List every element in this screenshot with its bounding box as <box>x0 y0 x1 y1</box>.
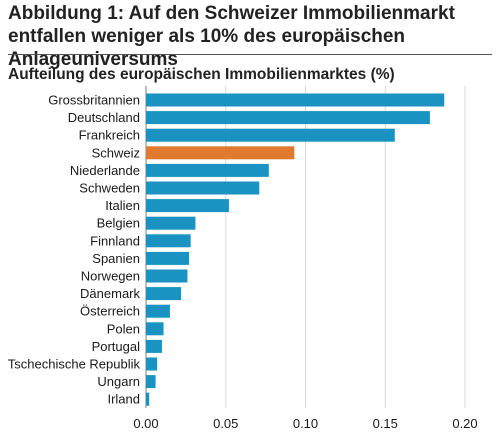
category-label: Österreich <box>80 304 140 319</box>
bar <box>146 216 196 230</box>
bar <box>146 339 162 353</box>
x-tick-label: 0.15 <box>373 416 398 431</box>
bar <box>146 287 182 301</box>
bar <box>146 199 229 213</box>
category-label: Deutschland <box>68 110 140 125</box>
category-label: Italien <box>105 198 140 213</box>
bar <box>146 269 188 283</box>
bar <box>146 304 170 318</box>
category-label: Belgien <box>97 216 140 231</box>
x-tick-label: 0.05 <box>213 416 238 431</box>
category-label: Ungarn <box>97 374 140 389</box>
bar <box>146 111 430 125</box>
bar <box>146 322 164 336</box>
x-tick-label: 0.10 <box>293 416 318 431</box>
bar <box>146 251 190 265</box>
category-label: Finnland <box>90 233 140 248</box>
figure-title: Abbildung 1: Auf den Schweizer Immobilie… <box>8 3 455 70</box>
bar-layer <box>146 93 445 406</box>
category-label: Schweden <box>79 181 140 196</box>
bar <box>146 93 445 107</box>
category-label: Niederlande <box>70 163 140 178</box>
bar <box>146 146 295 160</box>
x-tick-label: 0.00 <box>133 416 158 431</box>
category-label: Dänemark <box>80 286 140 301</box>
category-label: Grossbritannien <box>48 93 140 108</box>
chart-title: Aufteilung des europäischen Immobilienma… <box>8 66 395 83</box>
category-label: Spanien <box>92 251 140 266</box>
bar <box>146 128 395 142</box>
category-label: Schweiz <box>92 145 140 160</box>
category-label: Norwegen <box>81 269 140 284</box>
category-label: Portugal <box>92 339 141 354</box>
title-divider <box>8 54 492 55</box>
category-label: Irland <box>107 392 140 407</box>
bar-chart: Grossbritannien Deutschland Frankreich Schw… <box>8 86 478 431</box>
x-tick-layer: 0.00 0.05 0.10 0.15 0.20 <box>133 416 477 431</box>
x-tick-label: 0.20 <box>452 416 477 431</box>
category-label: Frankreich <box>79 128 140 143</box>
bar <box>146 392 150 406</box>
category-label-layer: Grossbritannien Deutschland Frankreich Schw… <box>8 93 141 407</box>
bar <box>146 181 260 195</box>
bar <box>146 375 156 389</box>
bar <box>146 357 158 371</box>
bar <box>146 163 269 177</box>
bar <box>146 234 191 248</box>
category-label: Tschechische Republik <box>8 357 141 372</box>
category-label: Polen <box>107 321 140 336</box>
